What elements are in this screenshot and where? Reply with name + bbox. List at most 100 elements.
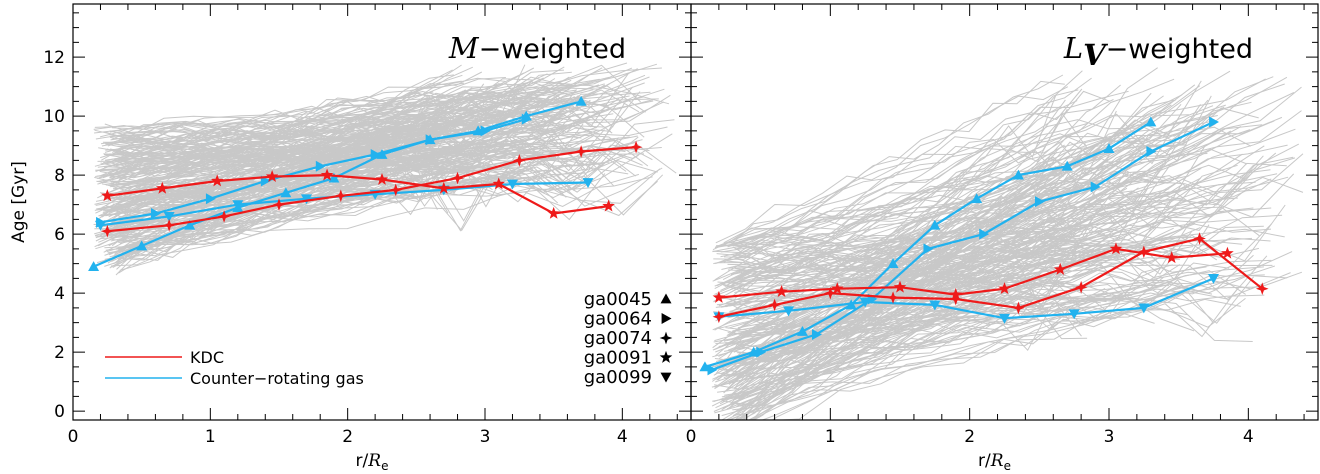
data-point xyxy=(1074,280,1088,294)
profile-line xyxy=(726,88,1083,244)
profile-line xyxy=(737,123,1216,338)
panel-title: LV−weighted xyxy=(1063,31,1253,72)
profile-line xyxy=(101,124,461,189)
profile-line xyxy=(118,64,462,256)
data-point xyxy=(492,177,506,190)
data-point xyxy=(320,168,334,181)
profile-line xyxy=(712,78,1266,282)
profile-line xyxy=(95,98,659,177)
series-triangle-up xyxy=(88,95,587,271)
profile-line xyxy=(728,222,1196,341)
x-tick-label: 1 xyxy=(205,427,216,447)
profile-line xyxy=(712,171,1068,253)
profile-line xyxy=(734,188,1248,293)
series-line xyxy=(107,173,609,215)
data-point xyxy=(999,313,1010,324)
profile-line xyxy=(724,271,1303,396)
series-line xyxy=(718,277,1214,320)
data-point xyxy=(205,193,216,205)
data-point xyxy=(101,224,114,238)
data-point xyxy=(979,228,990,240)
profile-line xyxy=(723,179,1116,244)
profile-line xyxy=(100,105,484,145)
profile-line xyxy=(109,73,548,179)
series-star xyxy=(712,242,1234,303)
profile-line xyxy=(732,236,1099,263)
data-point xyxy=(775,285,788,297)
profile-line xyxy=(723,229,1075,394)
data-point xyxy=(334,189,348,203)
profile-line xyxy=(729,228,1285,291)
data-point xyxy=(232,200,244,211)
profile-line xyxy=(728,89,1079,324)
right-panel: 0 1 2 3 4 r/Re LV−weighted xyxy=(686,3,1319,473)
profile-line xyxy=(760,156,1294,420)
galaxy-label: ga0091 xyxy=(584,348,652,369)
profile-line xyxy=(727,83,1285,366)
profile-line xyxy=(114,154,639,254)
profile-line xyxy=(727,264,1265,282)
data-point xyxy=(136,240,148,251)
y-tick-label: 2 xyxy=(54,343,65,363)
data-point xyxy=(506,179,518,190)
data-point xyxy=(971,193,983,204)
x-tick-label: 0 xyxy=(68,427,79,447)
data-point xyxy=(893,280,907,293)
profile-line xyxy=(712,294,1060,373)
profile-line xyxy=(711,264,1273,388)
data-point xyxy=(812,328,822,340)
profile-line xyxy=(110,111,568,268)
y-tick-label: 6 xyxy=(54,225,65,245)
profile-line xyxy=(752,120,1147,420)
series-triangle-right xyxy=(707,116,1219,376)
profile-line xyxy=(721,286,1240,407)
data-point xyxy=(315,160,326,172)
data-point xyxy=(796,325,808,336)
profile-line xyxy=(737,148,1248,334)
series-line xyxy=(107,146,637,233)
data-point xyxy=(1221,246,1234,259)
data-point xyxy=(923,243,934,255)
data-point xyxy=(574,145,588,158)
profile-line xyxy=(713,99,1177,265)
profile-line xyxy=(723,108,1068,245)
galaxy-marker xyxy=(660,372,672,383)
profile-line xyxy=(734,218,1079,274)
y-tick-label: 0 xyxy=(54,402,65,422)
legend-label: Counter−rotating gas xyxy=(190,369,364,388)
data-point xyxy=(712,290,726,303)
data-point xyxy=(929,300,941,311)
data-point xyxy=(831,282,844,295)
y-tick-label: 4 xyxy=(54,284,65,304)
data-point xyxy=(1068,309,1080,320)
profile-line xyxy=(97,138,503,211)
x-tick-label: 3 xyxy=(480,427,491,447)
series-line xyxy=(711,121,1214,371)
data-point xyxy=(265,170,279,182)
data-point xyxy=(162,218,176,232)
data-point xyxy=(1109,242,1123,255)
data-point xyxy=(629,140,643,154)
profile-line xyxy=(729,144,1288,312)
data-point xyxy=(1090,181,1101,193)
profile-line xyxy=(117,124,525,187)
data-point xyxy=(949,288,963,300)
profile-line xyxy=(727,265,1275,420)
profile-line xyxy=(715,192,1057,353)
data-point xyxy=(824,286,837,300)
data-point xyxy=(184,219,196,230)
series-star xyxy=(101,168,615,219)
profile-line xyxy=(772,251,1293,420)
data-point xyxy=(513,154,526,167)
data-point xyxy=(768,298,781,312)
data-point xyxy=(437,181,451,194)
profile-line xyxy=(724,86,1069,246)
profile-line xyxy=(714,155,1264,287)
profile-line xyxy=(713,153,1208,317)
profile-line xyxy=(729,80,1065,247)
data-point xyxy=(575,95,587,106)
galaxy-marker xyxy=(661,313,672,324)
profile-line xyxy=(719,254,1254,405)
data-point xyxy=(389,183,403,197)
